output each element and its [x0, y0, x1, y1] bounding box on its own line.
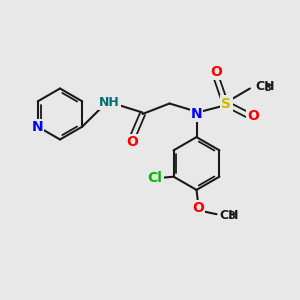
Text: O: O: [192, 202, 204, 215]
Text: N: N: [191, 107, 202, 121]
Text: Cl: Cl: [148, 171, 163, 185]
Text: 3: 3: [229, 211, 235, 221]
Text: NH: NH: [99, 95, 120, 109]
Text: 3: 3: [264, 83, 271, 93]
Text: S: S: [221, 97, 232, 110]
Text: O: O: [210, 65, 222, 79]
Text: CH: CH: [220, 208, 239, 222]
Text: CH: CH: [255, 80, 274, 94]
Text: N: N: [32, 120, 43, 134]
Text: O: O: [126, 135, 138, 149]
Text: O: O: [247, 109, 259, 122]
